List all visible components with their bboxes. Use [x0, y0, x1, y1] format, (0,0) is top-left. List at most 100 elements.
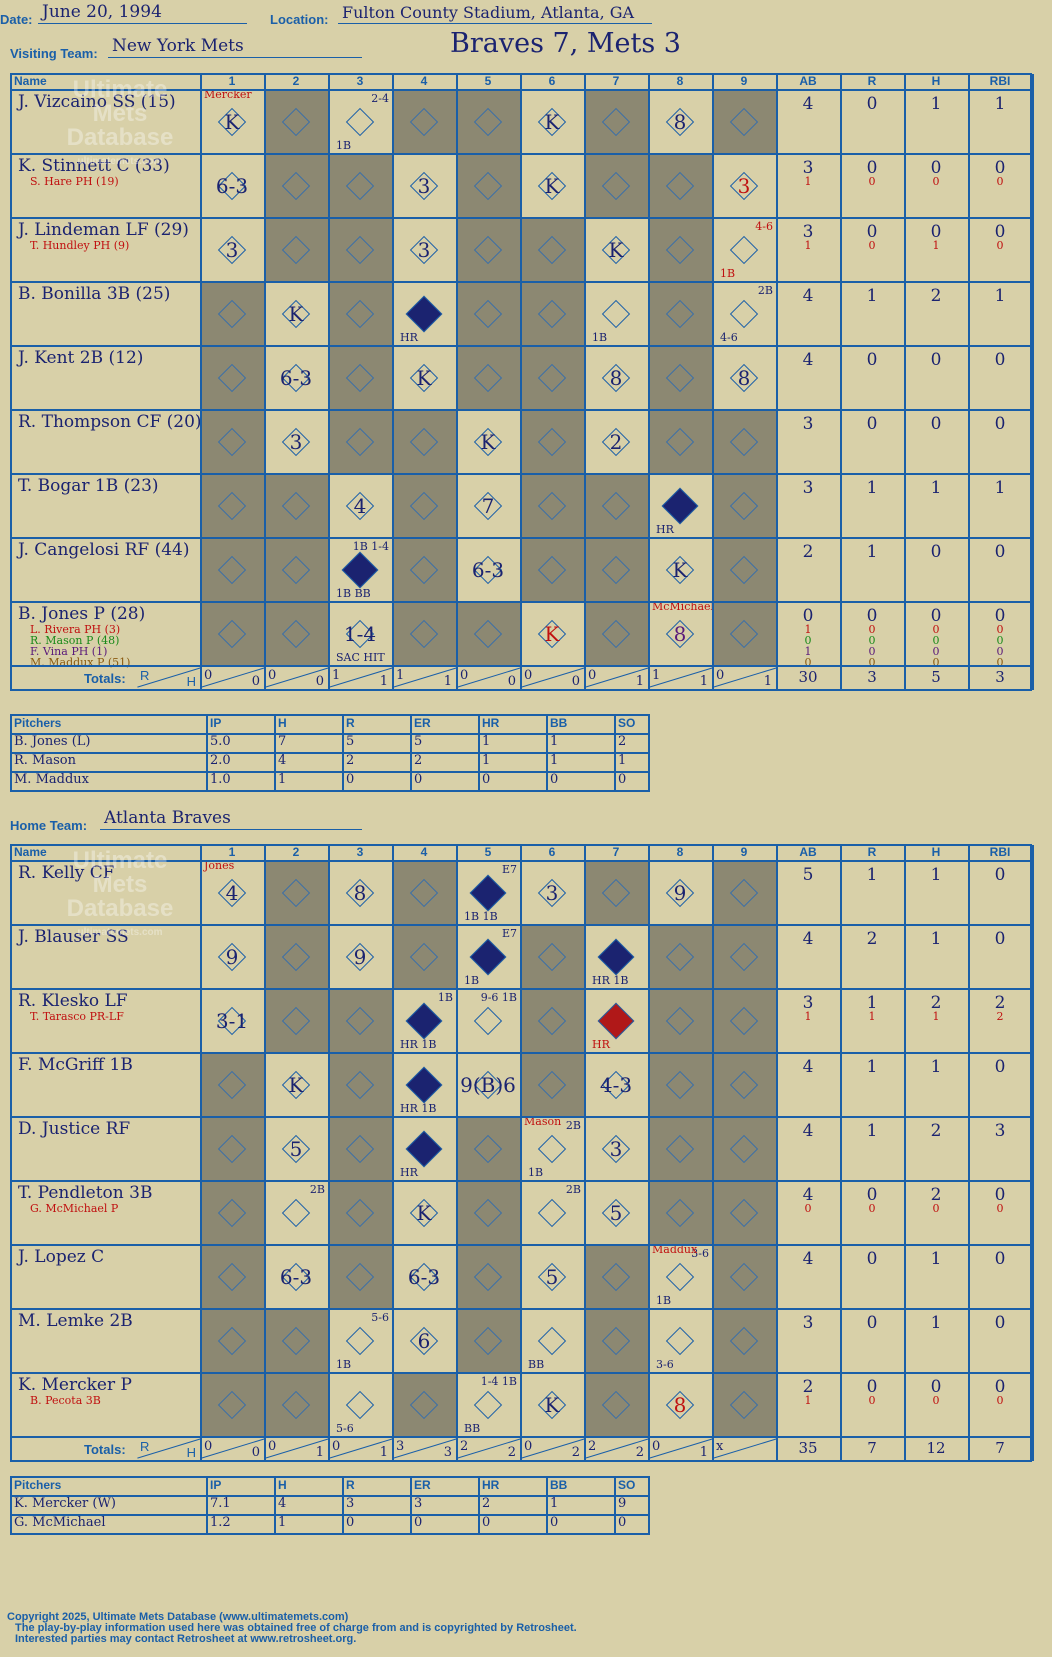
basepath-diamond — [729, 1134, 759, 1164]
copyright-line-3: Interested parties may contact Retroshee… — [15, 1633, 357, 1645]
basepath-diamond — [345, 1198, 375, 1228]
grid-line — [10, 1514, 650, 1516]
batter-row: K HR 1B 2B 4-6 B. Bonilla 3B (25) 4 1 2 1 — [10, 282, 1032, 346]
play-result: 6-3 — [471, 558, 505, 582]
basepath-diamond — [345, 171, 375, 201]
play-result: 6-3 — [279, 1265, 313, 1289]
inning-hits: 1 — [699, 674, 708, 689]
batter-row: 4 Jones 8 E7 1B 1B 3 9 R. Kelly CF 5 1 1 0 — [10, 859, 1032, 925]
play-result: K — [416, 366, 432, 390]
column-header-inning: 6 — [548, 74, 556, 88]
play-annotation-secondary: 1B — [528, 1166, 544, 1179]
inning-cell — [456, 602, 520, 666]
play-result: 3 — [737, 174, 751, 198]
play-result: K — [416, 1201, 432, 1225]
totals-label: Totals: — [84, 671, 126, 686]
batter-name: K. Stinnett C (33) — [18, 156, 170, 176]
batting-stat: 1 — [866, 478, 878, 498]
play-result: 4 — [225, 881, 239, 905]
inning-cell: 6-3 — [392, 1245, 456, 1309]
inning-runs: x — [716, 1439, 724, 1454]
basepath-diamond — [601, 1390, 631, 1420]
date-value: June 20, 1994 — [38, 2, 247, 24]
inning-cell — [520, 925, 584, 989]
batting-stat: 4 — [802, 1121, 814, 1141]
substitute-stat: 0 — [868, 1202, 876, 1215]
pitcher-table-cell: 9 — [618, 1496, 627, 1511]
inning-cell — [264, 1373, 328, 1437]
pitcher-table-cell: 5 — [414, 734, 423, 749]
inning-cell: K — [264, 282, 328, 346]
play-result: 7 — [481, 494, 495, 518]
basepath-diamond — [537, 491, 567, 521]
inning-cell — [200, 1181, 264, 1245]
team-total-stat: 12 — [926, 1439, 946, 1457]
grid-line — [648, 74, 650, 690]
inning-runs: 0 — [652, 1439, 661, 1454]
column-header-stat: R — [867, 74, 877, 88]
batter-row: 4 7 HR T. Bogar 1B (23) 3 1 1 1 — [10, 474, 1032, 538]
inning-cell — [392, 538, 456, 602]
inning-runs: 0 — [268, 1439, 277, 1454]
batting-stat: 1 — [994, 478, 1006, 498]
grid-line — [10, 752, 650, 754]
basepath-diamond — [217, 619, 247, 649]
inning-cell: K — [456, 410, 520, 474]
batting-stat: 0 — [866, 158, 878, 178]
batting-stat: 2 — [930, 286, 942, 306]
database-watermark: Ultimate Mets Database ultimatemets.com — [50, 849, 190, 959]
batting-stat: 0 — [930, 414, 942, 434]
basepath-diamond — [729, 942, 759, 972]
play-annotation-secondary: BB — [528, 1358, 545, 1371]
inning-hits: 1 — [315, 1445, 324, 1460]
batting-stat: 0 — [994, 414, 1006, 434]
inning-cell: 5 — [520, 1245, 584, 1309]
pitcher-table-cell: 1 — [618, 753, 627, 768]
home-scorecard: Name 1 2 3 4 5 6 7 8 9 AB R H RBI 4 Jones 8 E7 1B 1B 3 9 R. K… — [10, 844, 1034, 1462]
inning-cell: 9-6 1B — [456, 989, 520, 1053]
basepath-diamond — [601, 299, 631, 329]
substitute-stat: 0 — [868, 645, 876, 658]
basepath-diamond — [601, 491, 631, 521]
visiting-team-value: New York Mets — [108, 36, 362, 58]
batting-stat: 0 — [930, 1377, 942, 1397]
inning-cell — [392, 90, 456, 154]
pitcher-table-cell: 0 — [618, 1515, 627, 1530]
basepath-diamond — [729, 491, 759, 521]
substitute-stat: 0 — [996, 645, 1004, 658]
batter-name: T. Pendleton 3B — [18, 1183, 153, 1203]
substitute-stat: 1 — [868, 1010, 876, 1023]
batter-name: J. Vizcaino SS (15) — [18, 92, 176, 112]
batter-row: 1B 1-4 1B BB 6-3 K J. Cangelosi RF (44) 2 1 0 0 — [10, 538, 1032, 602]
substitute-stat: 0 — [996, 1394, 1004, 1407]
substitute-stat: 0 — [996, 239, 1004, 252]
inning-cell — [648, 1117, 712, 1181]
inning-cell — [712, 1117, 776, 1181]
batter-name: J. Kent 2B (12) — [18, 348, 144, 368]
grid-line — [546, 714, 548, 792]
inning-cell — [328, 1181, 392, 1245]
play-result: 9(B)6 — [460, 1073, 516, 1097]
play-annotation-secondary: 1B — [336, 139, 352, 152]
play-result: 8 — [673, 110, 687, 134]
grid-line — [10, 845, 12, 1461]
pitcher-table-header: Pitchers — [14, 716, 62, 730]
play-annotation: 2B — [565, 1119, 581, 1132]
watermark-text: Ultimate — [72, 76, 168, 103]
play-annotation-secondary: 5-6 — [336, 1422, 354, 1435]
grid-line — [648, 845, 650, 1461]
batting-stat: 2 — [994, 993, 1006, 1013]
pitcher-table-cell: 4 — [278, 1496, 287, 1511]
basepath-diamond — [217, 1390, 247, 1420]
pitcher-table-cell: 1 — [550, 734, 559, 749]
pitcher-table-header: R — [346, 1478, 355, 1492]
column-header-inning: 2 — [292, 74, 300, 88]
basepath-diamond — [665, 1134, 695, 1164]
batter-row: 5 HR 2B 1B Mason 3 D. Justice RF 4 1 2 3 — [10, 1115, 1032, 1181]
basepath-diamond — [473, 235, 503, 265]
basepath-diamond — [729, 1198, 759, 1228]
substitute-stat: 0 — [996, 175, 1004, 188]
basepath-diamond — [217, 555, 247, 585]
inning-cell — [200, 1117, 264, 1181]
